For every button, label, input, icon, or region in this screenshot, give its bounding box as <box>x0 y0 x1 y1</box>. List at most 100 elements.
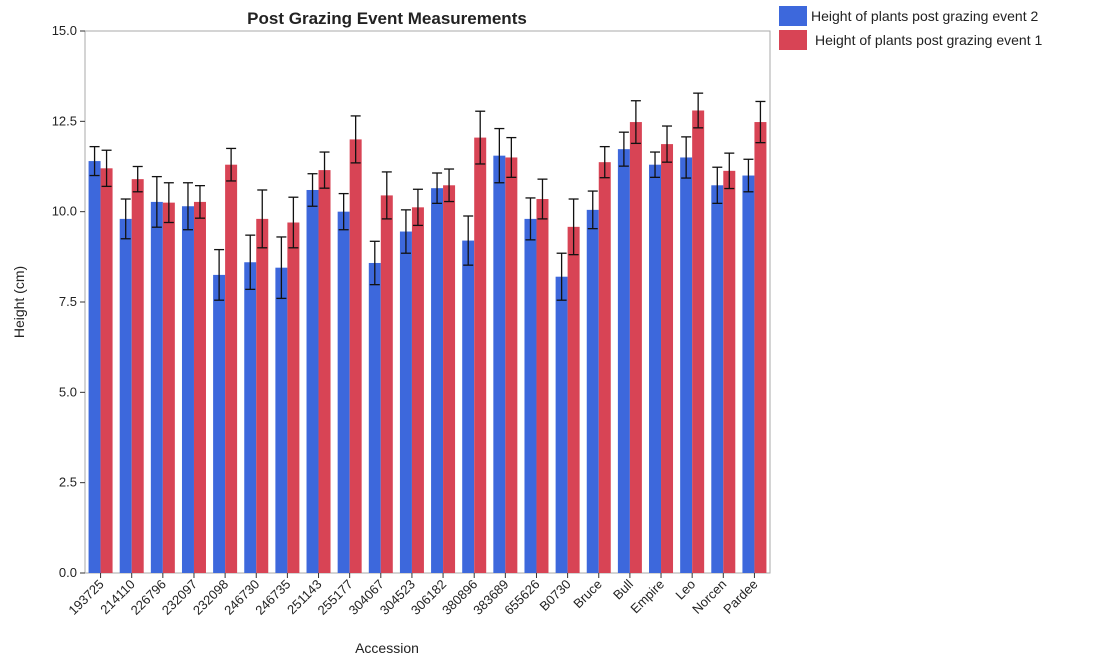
bar <box>88 161 101 573</box>
error-bar <box>556 252 567 301</box>
bar <box>399 231 412 574</box>
bar <box>629 122 642 573</box>
y-tick-label: 2.5 <box>59 475 77 490</box>
error-bar <box>194 185 205 219</box>
bar <box>349 139 362 573</box>
legend-label: Height of plants post grazing event 1 <box>815 32 1042 48</box>
bar <box>318 170 331 573</box>
bar <box>462 240 475 573</box>
error-bar <box>587 190 598 230</box>
error-bar <box>525 197 536 241</box>
error-bar <box>319 151 330 189</box>
error-bar <box>630 100 641 145</box>
bar <box>598 162 611 573</box>
error-bar <box>712 166 723 205</box>
bar <box>617 149 630 573</box>
bar <box>431 188 444 573</box>
bar <box>742 175 755 574</box>
error-bar <box>537 178 548 220</box>
bar <box>567 226 580 574</box>
error-bar <box>132 165 143 193</box>
bar <box>380 195 393 573</box>
bar <box>162 202 175 573</box>
legend-swatch <box>779 30 807 50</box>
chart-title: Post Grazing Event Measurements <box>247 9 527 28</box>
error-bar <box>381 171 392 220</box>
error-bar <box>755 100 766 144</box>
y-tick-label: 7.5 <box>59 294 77 309</box>
y-tick-label: 15.0 <box>52 23 77 38</box>
legend-swatch <box>779 6 807 26</box>
x-tick-label: B0730 <box>537 577 574 614</box>
bar <box>256 218 269 574</box>
x-tick-label: Norcen <box>689 577 729 617</box>
error-bar <box>288 196 299 249</box>
y-tick-label: 0.0 <box>59 565 77 580</box>
error-bar <box>101 149 112 188</box>
y-tick-label: 12.5 <box>52 113 77 128</box>
error-bar <box>400 209 411 254</box>
error-bar <box>444 168 455 203</box>
error-bar <box>743 158 754 193</box>
bar <box>443 185 456 573</box>
x-tick-label: Bull <box>610 576 636 602</box>
error-bar <box>369 240 380 286</box>
bar <box>150 201 163 574</box>
error-bar <box>494 127 505 184</box>
x-tick-label: Empire <box>627 577 667 617</box>
bar <box>368 262 381 573</box>
error-bar <box>724 152 735 190</box>
y-tick-label: 5.0 <box>59 384 77 399</box>
bar <box>661 144 674 573</box>
bar <box>723 170 736 573</box>
error-bar <box>432 172 443 205</box>
error-bar <box>245 234 256 291</box>
bar <box>181 206 194 573</box>
error-bar <box>693 92 704 129</box>
error-bar <box>662 125 673 163</box>
bar <box>131 179 144 573</box>
error-bar <box>151 175 162 228</box>
bar <box>555 276 568 573</box>
bar <box>474 137 487 574</box>
bar <box>493 155 506 573</box>
bar <box>411 207 424 573</box>
x-tick-label: Pardee <box>720 577 760 617</box>
error-bar <box>568 198 579 256</box>
bar <box>754 122 767 573</box>
error-bar <box>214 248 225 301</box>
error-bar <box>506 136 517 178</box>
error-bar <box>89 145 100 177</box>
bar <box>711 185 724 573</box>
error-bar <box>350 115 361 164</box>
error-bar <box>276 236 287 300</box>
bar <box>680 157 693 573</box>
bar <box>649 164 662 573</box>
x-tick-label: 193725 <box>65 577 106 618</box>
error-bar <box>681 136 692 179</box>
bar <box>225 164 238 573</box>
bar <box>193 201 206 574</box>
bar <box>244 262 257 573</box>
bar <box>287 222 300 574</box>
x-axis-label: Accession <box>355 640 419 656</box>
bar <box>306 189 319 573</box>
error-bar <box>338 192 349 231</box>
bar <box>119 218 132 574</box>
bar <box>337 211 350 573</box>
y-axis-label: Height (cm) <box>11 266 27 338</box>
error-bar <box>650 151 661 178</box>
bar <box>586 209 599 574</box>
bar <box>100 168 113 573</box>
error-bar <box>182 182 193 231</box>
error-bar <box>120 198 131 240</box>
bar <box>536 199 549 573</box>
bar <box>524 218 537 574</box>
x-tick-label: 246735 <box>252 577 293 618</box>
bar <box>505 157 518 573</box>
error-bar <box>307 173 318 207</box>
bar <box>213 274 226 573</box>
bar <box>275 267 288 573</box>
error-bar <box>618 131 629 167</box>
